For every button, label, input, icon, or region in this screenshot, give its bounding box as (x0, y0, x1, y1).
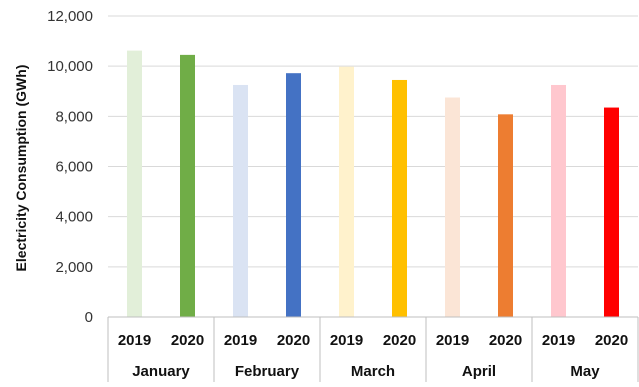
bar-march-2019 (339, 66, 354, 317)
bar-may-2019 (551, 84, 566, 318)
bar-january-2020 (180, 54, 195, 318)
bar-april-2020 (498, 114, 513, 318)
month-label: January (132, 363, 190, 380)
y-tick-label: 8,000 (55, 108, 93, 125)
year-label: 2019 (542, 332, 575, 349)
month-label: February (235, 363, 300, 380)
year-label: 2020 (277, 332, 310, 349)
bar-january-2019 (127, 50, 142, 318)
year-label: 2020 (171, 332, 204, 349)
year-label: 2019 (118, 332, 151, 349)
gridlines (108, 15, 638, 268)
month-label: March (351, 363, 395, 380)
y-tick-label: 10,000 (47, 58, 93, 75)
year-label: 2019 (436, 332, 469, 349)
y-axis-label: Electricity Consumption (GWh) (13, 65, 29, 272)
y-tick-label: 0 (85, 309, 93, 326)
axes: 0 2,000 4,000 6,000 8,000 10,000 12,000 2019 202… (47, 8, 639, 382)
month-label: May (570, 363, 600, 380)
month-label: April (462, 363, 496, 380)
bar-march-2020 (392, 79, 407, 318)
year-label: 2020 (489, 332, 522, 349)
bar-february-2020 (286, 73, 301, 317)
year-label: 2019 (330, 332, 363, 349)
year-label: 2019 (224, 332, 257, 349)
y-tick-label: 4,000 (55, 209, 93, 226)
bar-may-2020 (604, 107, 619, 317)
bar-february-2019 (233, 84, 248, 318)
year-label: 2020 (383, 332, 416, 349)
y-tick-label: 6,000 (55, 159, 93, 176)
y-tick-label: 2,000 (55, 259, 93, 276)
year-label: 2020 (595, 332, 628, 349)
bars (127, 50, 619, 318)
y-tick-label: 12,000 (47, 8, 93, 25)
bar-april-2019 (445, 97, 460, 317)
